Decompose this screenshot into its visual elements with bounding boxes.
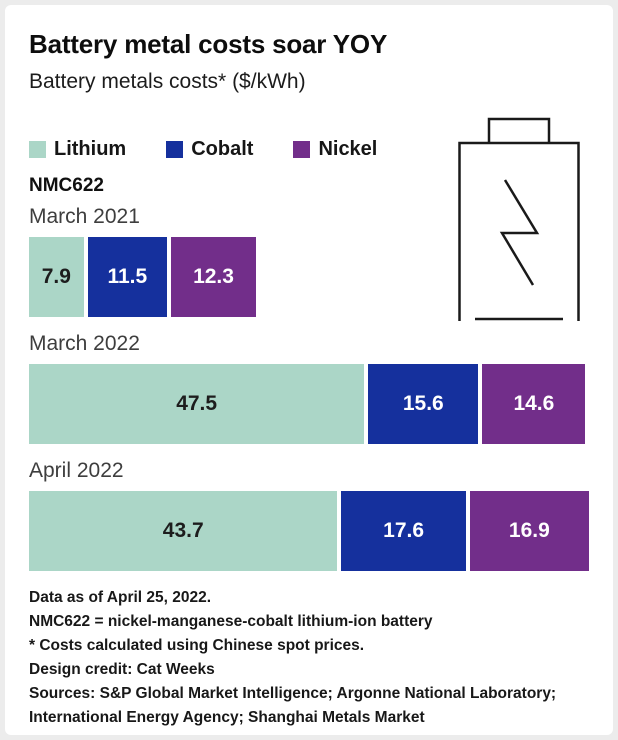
bar-group: March 2021 7.9 11.5 12.3 (29, 205, 589, 317)
bar-group: April 2022 43.7 17.6 16.9 (29, 459, 589, 571)
legend-item-nickel: Nickel (293, 138, 377, 161)
legend-item-lithium: Lithium (29, 138, 126, 161)
stacked-bar-chart: March 2021 7.9 11.5 12.3 March 2022 47.5 15.6 1… (29, 205, 589, 571)
footnote-nmc622-definition: NMC622 = nickel-manganese-cobalt lithium… (29, 613, 433, 630)
bar-value-label: 7.9 (41, 265, 71, 288)
bar-category-label: April 2022 (29, 459, 124, 482)
bar-segment-nickel: 16.9 (469, 491, 589, 571)
legend-label: Lithium (54, 137, 127, 160)
bar-value-label: 14.6 (513, 392, 555, 415)
bar-segment-cobalt: 11.5 (87, 237, 168, 317)
group-label-nmc622: NMC622 (29, 175, 104, 196)
legend-item-cobalt: Cobalt (166, 138, 253, 161)
bar-segment-cobalt: 17.6 (341, 491, 466, 571)
legend: Lithium Cobalt Nickel (29, 138, 589, 161)
footnote-sources: Sources: S&P Global Market Intelligence;… (29, 685, 557, 726)
stacked-bar: 7.9 11.5 12.3 (29, 237, 256, 317)
bar-category-label: March 2022 (29, 332, 140, 355)
page-title: Battery metal costs soar YOY (29, 29, 388, 59)
bar-segment-cobalt: 15.6 (368, 364, 479, 444)
stacked-bar: 43.7 17.6 16.9 (29, 491, 589, 571)
legend-swatch-cobalt (166, 140, 184, 158)
bar-value-label: 47.5 (176, 392, 218, 415)
bar-segment-nickel: 12.3 (171, 237, 256, 317)
battery-body (458, 141, 580, 321)
footnote-cost-method: * Costs calculated using Chinese spot pr… (29, 637, 365, 654)
bar-value-label: 43.7 (162, 519, 204, 542)
footnote-design-credit: Design credit: Cat Weeks (29, 661, 215, 678)
bar-segment-lithium: 47.5 (29, 364, 365, 444)
legend-label: Nickel (318, 137, 378, 160)
bar-value-label: 17.6 (383, 519, 425, 542)
chart-subtitle: Battery metals costs* ($/kWh) (29, 70, 306, 93)
bar-value-label: 12.3 (193, 265, 234, 288)
bar-category-label: March 2021 (29, 205, 140, 228)
battery-icon (458, 117, 580, 321)
footnotes: Data as of April 25, 2022. NMC622 = nick… (29, 586, 569, 730)
bar-segment-lithium: 43.7 (29, 491, 338, 571)
legend-swatch-nickel (293, 140, 311, 158)
battery-terminal (487, 117, 551, 142)
footnote-data-asof: Data as of April 25, 2022. (29, 589, 212, 606)
bar-value-label: 11.5 (107, 265, 148, 288)
chart-card: Battery metal costs soar YOY Battery met… (5, 5, 613, 735)
bar-value-label: 16.9 (508, 519, 550, 542)
lightning-bolt-icon (499, 179, 540, 286)
bar-value-label: 15.6 (402, 392, 444, 415)
stacked-bar: 47.5 15.6 14.6 (29, 364, 586, 444)
legend-swatch-lithium (29, 140, 46, 158)
bar-segment-lithium: 7.9 (29, 237, 84, 317)
bar-group: March 2022 47.5 15.6 14.6 (29, 332, 589, 444)
bar-segment-nickel: 14.6 (482, 364, 586, 444)
legend-label: Cobalt (191, 137, 254, 160)
